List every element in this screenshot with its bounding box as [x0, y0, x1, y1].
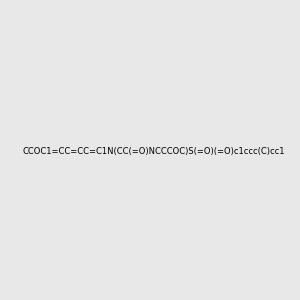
- Text: CCOC1=CC=CC=C1N(CC(=O)NCCCOC)S(=O)(=O)c1ccc(C)cc1: CCOC1=CC=CC=C1N(CC(=O)NCCCOC)S(=O)(=O)c1…: [22, 147, 285, 156]
